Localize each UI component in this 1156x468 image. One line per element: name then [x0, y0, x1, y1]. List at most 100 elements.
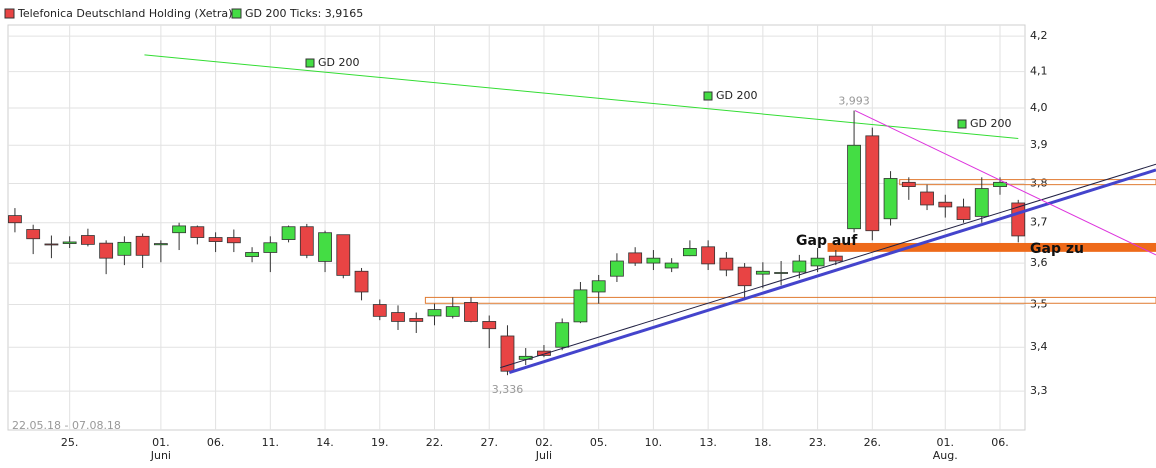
x-tick-label: 27.: [480, 436, 498, 449]
candle-body: [646, 257, 661, 264]
y-tick-label: 3,4: [1030, 340, 1048, 353]
y-tick-label: 4,0: [1030, 101, 1048, 114]
x-tick-label: 11.: [262, 436, 280, 449]
extreme-label: 3,993: [838, 95, 870, 108]
candle-body: [828, 255, 843, 262]
date-range: 22.05.18 - 07.08.18: [12, 419, 121, 432]
candle-body: [318, 232, 332, 262]
y-tick-label: 3,7: [1030, 216, 1048, 229]
y-tick-label: 4,2: [1030, 29, 1048, 42]
candle-body: [172, 225, 187, 234]
x-group-label: Aug.: [933, 449, 958, 462]
candle-body: [263, 242, 278, 253]
candle-body: [500, 335, 515, 372]
candle-body: [464, 302, 478, 322]
x-tick-label: 06.: [207, 436, 225, 449]
candle-body: [537, 350, 551, 356]
candle-body: [847, 144, 861, 230]
x-group-label: Juni: [150, 449, 171, 462]
legend-swatch: [231, 8, 242, 19]
x-tick-label: 22.: [426, 436, 444, 449]
candle-body: [117, 241, 132, 256]
y-tick-label: 3,9: [1030, 138, 1048, 151]
candle-body: [226, 237, 241, 244]
annotation: GD 200: [970, 117, 1012, 130]
candle-body: [44, 243, 59, 246]
x-tick-label: 14.: [316, 436, 334, 449]
candle-body: [737, 266, 752, 287]
candle-body: [682, 248, 697, 257]
legend-swatch: [4, 8, 15, 19]
legend-label: GD 200 Ticks: 3,9165: [245, 7, 363, 20]
x-tick-label: 19.: [371, 436, 389, 449]
annotation-swatch: [957, 119, 967, 129]
candle-body: [62, 241, 77, 244]
candle-body: [956, 206, 971, 220]
candle-body: [354, 270, 369, 293]
candle-body: [865, 135, 880, 232]
candle-body: [391, 312, 405, 322]
trend-line: [500, 163, 1156, 369]
x-tick-label: 18.: [754, 436, 772, 449]
candle-body: [445, 306, 460, 317]
candle-body: [974, 188, 989, 217]
candle-body: [591, 280, 606, 293]
candle-body: [299, 226, 314, 256]
candle-body: [208, 237, 223, 242]
candle-body: [755, 270, 770, 275]
annotation: GD 200: [318, 56, 360, 69]
candle-body: [281, 226, 296, 240]
candle-body: [427, 309, 442, 317]
legend-label: Telefonica Deutschland Holding (Xetra): [17, 7, 232, 20]
annotation: Gap zu: [1030, 241, 1084, 257]
x-tick-label: 13.: [699, 436, 717, 449]
y-tick-label: 3,6: [1030, 256, 1048, 269]
candle-body: [901, 181, 916, 187]
candle-body: [8, 215, 22, 224]
candle-body: [135, 235, 150, 256]
candle-body: [920, 191, 934, 206]
y-tick-label: 3,5: [1030, 298, 1048, 311]
candle-body: [810, 257, 825, 267]
y-tick-label: 3,8: [1030, 176, 1048, 189]
candle-body: [993, 181, 1007, 187]
annotation-swatch: [703, 91, 713, 101]
candle-body: [719, 257, 734, 271]
candle-body: [573, 289, 588, 323]
x-tick-label: 23.: [809, 436, 827, 449]
x-tick-label: 01.: [152, 436, 170, 449]
y-tick-label: 4,1: [1030, 65, 1048, 78]
candle-body: [701, 246, 716, 265]
x-tick-label: 02.: [535, 436, 553, 449]
annotation: GD 200: [716, 89, 758, 102]
x-tick-label: 05.: [590, 436, 608, 449]
x-group-label: Juli: [535, 449, 552, 462]
candle-body: [664, 262, 679, 269]
candle-body: [628, 252, 643, 264]
x-tick-label: 10.: [645, 436, 663, 449]
candle-body: [372, 304, 387, 317]
candle-body: [81, 235, 95, 245]
candle-body: [26, 229, 41, 240]
candle-body: [409, 318, 424, 322]
annotation: Gap auf: [796, 233, 858, 249]
candle-body: [774, 272, 789, 274]
candle-body: [482, 321, 497, 330]
candle-body: [153, 243, 168, 246]
x-tick-label: 06.: [991, 436, 1009, 449]
candle-body: [190, 226, 205, 238]
x-tick-label: 25.: [61, 436, 79, 449]
candle-body: [555, 322, 570, 348]
trend-line: [854, 110, 1156, 256]
gd200-line: [144, 54, 1019, 139]
x-tick-label: 26.: [864, 436, 882, 449]
candle-body: [245, 252, 259, 257]
annotation-swatch: [305, 58, 315, 68]
candle-body: [610, 260, 624, 277]
candle-body: [938, 201, 953, 208]
extreme-label: 3,336: [492, 383, 524, 396]
band: [827, 242, 1156, 252]
candle-body: [883, 178, 898, 220]
x-tick-label: 01.: [937, 436, 955, 449]
